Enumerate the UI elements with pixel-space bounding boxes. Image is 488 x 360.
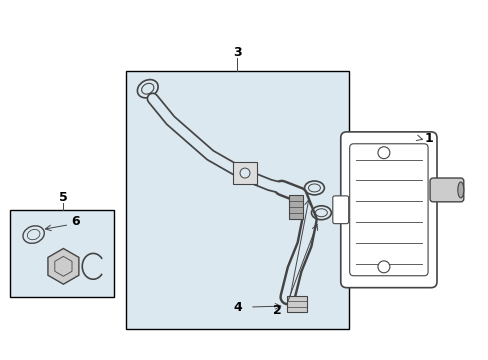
Text: 5: 5: [59, 192, 68, 204]
Bar: [286, 296, 306, 312]
Circle shape: [240, 168, 249, 178]
FancyBboxPatch shape: [429, 178, 463, 202]
Text: 1: 1: [423, 132, 432, 145]
Bar: [10, 210, 114, 297]
Bar: [233, 162, 256, 184]
FancyBboxPatch shape: [349, 144, 427, 276]
Circle shape: [377, 261, 389, 273]
Text: 4: 4: [233, 301, 242, 314]
Text: 3: 3: [232, 46, 241, 59]
FancyBboxPatch shape: [332, 196, 348, 224]
Bar: [126, 71, 348, 329]
Circle shape: [377, 147, 389, 159]
FancyBboxPatch shape: [340, 132, 436, 288]
Text: 2: 2: [273, 305, 282, 318]
Text: 6: 6: [71, 215, 80, 228]
Bar: [288, 195, 302, 219]
Polygon shape: [48, 248, 79, 284]
Ellipse shape: [457, 182, 463, 198]
